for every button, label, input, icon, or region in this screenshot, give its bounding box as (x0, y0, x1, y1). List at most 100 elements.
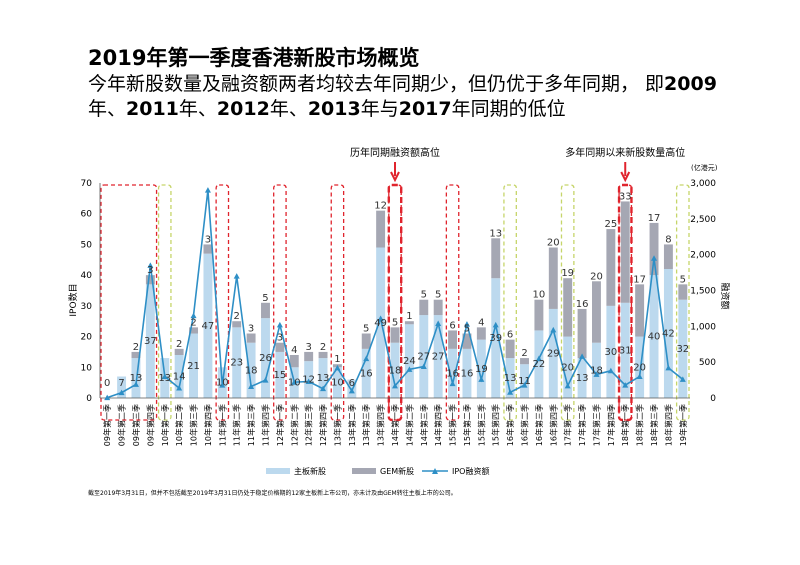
label-main-36: 31 (619, 345, 632, 356)
label-gem-36: 33 (619, 191, 632, 202)
annotation-highest-funds: 历年同期融资额高位 (350, 146, 440, 159)
bar-main-22 (419, 315, 429, 398)
bar-gem-31 (548, 247, 558, 309)
bar-main-18 (361, 348, 371, 398)
label-gem-26: 4 (478, 317, 484, 328)
bar-gem-18 (361, 333, 371, 349)
category-label-23: 14年第四季 (433, 404, 443, 446)
bar-main-15 (318, 358, 328, 398)
bar-main-12 (275, 351, 285, 398)
ipo-funds-point-27 (492, 321, 499, 328)
category-label-3: 09年第四季 (145, 404, 155, 446)
annotation-highest-count: 多年同期以来新股数量高位 (565, 146, 685, 159)
label-main-3: 37 (144, 336, 157, 347)
bar-gem-29 (520, 358, 529, 365)
bar-main-38 (649, 275, 659, 398)
highlight-box-7 (503, 184, 517, 421)
ipo-funds-point-21 (406, 366, 413, 372)
label-main-13: 10 (288, 378, 301, 389)
label-main-15: 13 (317, 373, 330, 384)
ipo-funds-point-16 (334, 364, 341, 371)
label-main-12: 15 (274, 370, 287, 381)
label-gem-35: 25 (604, 219, 617, 230)
label-gem-24: 6 (449, 320, 455, 331)
category-label-25: 15年第二季 (462, 404, 472, 446)
label-gem-6: 2 (190, 317, 196, 328)
category-label-1: 09年第二季 (117, 404, 127, 446)
label-main-0: 0 (104, 378, 110, 389)
ipo-funds-point-8 (219, 382, 226, 388)
left-tick-10: 10 (81, 363, 93, 373)
bar-gem-25 (462, 333, 472, 349)
legend-label-gem: GEM新股 (380, 466, 414, 476)
label-gem-33: 16 (576, 299, 589, 310)
label-main-5: 14 (173, 372, 186, 383)
ipo-funds-point-18 (363, 355, 370, 362)
label-main-19: 49 (374, 318, 387, 329)
category-label-5: 10年第二季 (174, 404, 184, 446)
bar-main-34 (592, 342, 601, 398)
label-main-17: 6 (349, 378, 355, 389)
category-label-24: 15年第一季 (448, 404, 458, 446)
bar-main-3 (145, 284, 155, 398)
label-gem-11: 5 (262, 293, 268, 304)
label-gem-12: 3 (277, 333, 283, 344)
bar-main-36 (620, 302, 630, 398)
bar-gem-39 (663, 244, 673, 269)
label-main-10: 18 (245, 365, 258, 376)
label-main-40: 32 (676, 344, 689, 355)
bar-gem-26 (476, 327, 486, 340)
bar-main-35 (606, 305, 616, 398)
right-axis-label: 融资额 (719, 282, 731, 309)
bar-main-7 (203, 253, 213, 398)
ipo-funds-point-28 (507, 389, 514, 395)
label-gem-22: 5 (421, 290, 427, 301)
ipo-funds-point-3 (147, 262, 154, 268)
left-tick-60: 60 (81, 210, 93, 220)
ipo-funds-point-39 (665, 364, 672, 371)
label-gem-19: 12 (374, 201, 387, 212)
label-main-2: 13 (130, 373, 143, 384)
left-axis-label: IPO数目 (67, 283, 79, 316)
label-main-11: 26 (259, 353, 272, 364)
bar-gem-37 (635, 284, 645, 337)
legend-marker-line (432, 468, 438, 474)
bar-gem-5 (174, 348, 184, 355)
right-tick-4: 2,000 (690, 251, 716, 261)
label-main-22: 27 (417, 352, 430, 363)
right-tick-3: 1,500 (690, 287, 716, 297)
category-label-2: 09年第三季 (131, 404, 141, 446)
label-main-30: 22 (533, 359, 546, 370)
bar-gem-11 (261, 302, 270, 319)
ipo-funds-point-33 (579, 353, 586, 359)
bar-main-32 (563, 336, 573, 398)
label-main-24: 16 (446, 368, 459, 379)
label-main-1: 7 (118, 378, 124, 389)
ipo-funds-point-13 (291, 379, 298, 385)
bar-gem-40 (678, 284, 688, 300)
category-label-30: 16年第三季 (534, 404, 544, 446)
arrow-highest-funds (390, 162, 400, 183)
bar-gem-36 (620, 201, 630, 303)
left-tick-40: 40 (81, 271, 93, 281)
highlight-box-0 (100, 184, 158, 421)
label-main-38: 40 (648, 332, 661, 343)
bar-main-11 (261, 318, 270, 398)
label-main-14: 12 (302, 375, 315, 386)
ipo-funds-point-2 (132, 381, 139, 387)
left-tick-0: 0 (86, 394, 92, 404)
bar-gem-7 (203, 244, 213, 254)
label-main-34: 18 (590, 365, 603, 376)
label-main-4: 13 (158, 373, 171, 384)
label-main-37: 20 (633, 362, 646, 373)
label-main-33: 13 (576, 373, 589, 384)
bar-main-26 (476, 339, 486, 398)
category-label-8: 11年第一季 (217, 404, 227, 446)
emphasis-box-0 (387, 183, 403, 422)
category-label-38: 18年第三季 (649, 404, 659, 446)
category-label-31: 16年第四季 (548, 404, 558, 446)
ipo-funds-point-22 (420, 363, 427, 369)
ipo-funds-point-40 (679, 376, 686, 382)
ipo-funds-point-36 (622, 382, 629, 388)
ipo-funds-point-23 (435, 320, 442, 326)
